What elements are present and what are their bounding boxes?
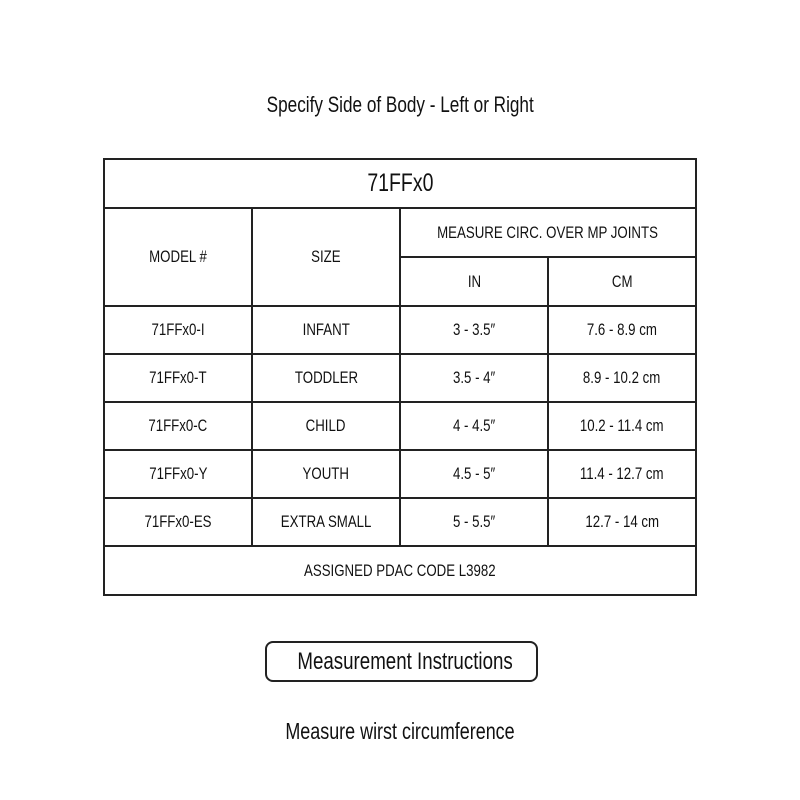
cell-cm: 8.9 - 10.2 cm bbox=[547, 353, 697, 403]
table-title: 71FFx0 bbox=[103, 158, 697, 209]
cell-model: 71FFx0-T bbox=[103, 353, 253, 403]
table-row: 71FFx0-Y YOUTH 4.5 - 5″ 11.4 - 12.7 cm bbox=[103, 449, 697, 499]
cell-in: 3 - 3.5″ bbox=[399, 305, 549, 355]
cell-size: INFANT bbox=[251, 305, 401, 355]
cell-text: 71FFx0-C bbox=[148, 416, 208, 435]
cell-cm: 12.7 - 14 cm bbox=[547, 497, 697, 547]
header-in: IN bbox=[399, 256, 549, 307]
button-label: Measurement Instructions bbox=[297, 648, 513, 675]
cell-in: 5 - 5.5″ bbox=[399, 497, 549, 547]
cell-cm: 11.4 - 12.7 cm bbox=[547, 449, 697, 499]
header-cm: CM bbox=[547, 256, 697, 307]
subtitle: Specify Side of Body - Left or Right bbox=[0, 92, 800, 118]
cell-in: 4.5 - 5″ bbox=[399, 449, 549, 499]
table-row: 71FFx0-I INFANT 3 - 3.5″ 7.6 - 8.9 cm bbox=[103, 305, 697, 355]
cell-text: EXTRA SMALL bbox=[280, 512, 372, 531]
cell-in: 4 - 4.5″ bbox=[399, 401, 549, 451]
table-row: 71FFx0-ES EXTRA SMALL 5 - 5.5″ 12.7 - 14… bbox=[103, 497, 697, 547]
cell-text: 3.5 - 4″ bbox=[452, 368, 496, 387]
cell-text: INFANT bbox=[302, 320, 350, 339]
cell-text: 10.2 - 11.4 cm bbox=[580, 416, 664, 435]
subtitle-text: Specify Side of Body - Left or Right bbox=[266, 92, 534, 117]
cell-text: 3 - 3.5″ bbox=[452, 320, 496, 339]
cell-in: 3.5 - 4″ bbox=[399, 353, 549, 403]
cell-text: 12.7 - 14 cm bbox=[585, 512, 659, 531]
cell-text: 4.5 - 5″ bbox=[452, 464, 496, 483]
table-row: 71FFx0-T TODDLER 3.5 - 4″ 8.9 - 10.2 cm bbox=[103, 353, 697, 403]
cell-text: 5 - 5.5″ bbox=[452, 512, 496, 531]
cell-model: 71FFx0-Y bbox=[103, 449, 253, 499]
cell-text: CHILD bbox=[306, 416, 346, 435]
header-size: SIZE bbox=[251, 207, 401, 307]
table-footer: ASSIGNED PDAC CODE L3982 bbox=[103, 545, 697, 596]
cell-text: 71FFx0-T bbox=[149, 368, 207, 387]
size-chart-table: 71FFx0 MODEL # SIZE MEASURE CIRC. OVER M… bbox=[103, 158, 697, 596]
cell-size: CHILD bbox=[251, 401, 401, 451]
cell-text: TODDLER bbox=[294, 368, 358, 387]
cell-text: 71FFx0-I bbox=[151, 320, 205, 339]
cell-size: YOUTH bbox=[251, 449, 401, 499]
header-model: MODEL # bbox=[103, 207, 253, 307]
cell-text: 7.6 - 8.9 cm bbox=[586, 320, 658, 339]
header-cm-text: CM bbox=[611, 271, 633, 291]
footer-text: ASSIGNED PDAC CODE L3982 bbox=[304, 560, 496, 580]
header-measure-text: MEASURE CIRC. OVER MP JOINTS bbox=[437, 222, 659, 242]
cell-text: YOUTH bbox=[302, 464, 350, 483]
cell-cm: 7.6 - 8.9 cm bbox=[547, 305, 697, 355]
header-in-text: IN bbox=[467, 271, 481, 291]
table-title-text: 71FFx0 bbox=[366, 169, 434, 197]
cell-text: 4 - 4.5″ bbox=[452, 416, 496, 435]
cell-model: 71FFx0-I bbox=[103, 305, 253, 355]
instruction-text-content: Measure wirst circumference bbox=[285, 718, 515, 744]
measurement-instructions-button[interactable]: Measurement Instructions bbox=[265, 641, 538, 682]
cell-text: 71FFx0-ES bbox=[144, 512, 212, 531]
header-model-text: MODEL # bbox=[149, 247, 207, 266]
header-measure: MEASURE CIRC. OVER MP JOINTS bbox=[399, 207, 697, 258]
table-row: 71FFx0-C CHILD 4 - 4.5″ 10.2 - 11.4 cm bbox=[103, 401, 697, 451]
cell-size: EXTRA SMALL bbox=[251, 497, 401, 547]
cell-text: 8.9 - 10.2 cm bbox=[583, 368, 661, 387]
header-size-text: SIZE bbox=[311, 247, 341, 266]
cell-model: 71FFx0-C bbox=[103, 401, 253, 451]
cell-model: 71FFx0-ES bbox=[103, 497, 253, 547]
instruction-text: Measure wirst circumference bbox=[0, 718, 800, 745]
cell-cm: 10.2 - 11.4 cm bbox=[547, 401, 697, 451]
cell-text: 71FFx0-Y bbox=[148, 464, 208, 483]
cell-text: 11.4 - 12.7 cm bbox=[580, 464, 664, 483]
cell-size: TODDLER bbox=[251, 353, 401, 403]
